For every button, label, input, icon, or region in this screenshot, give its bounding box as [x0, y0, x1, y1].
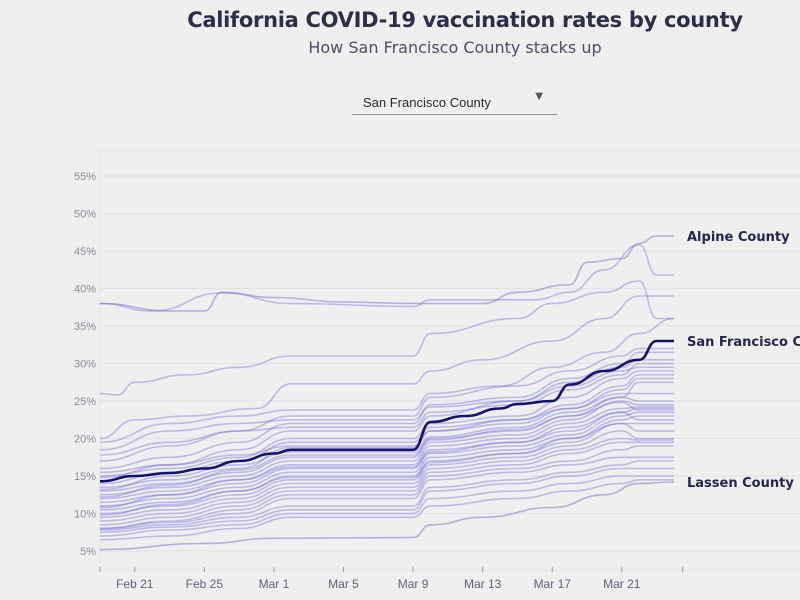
series-line-county-m [99, 406, 674, 500]
series-line-county-s [99, 437, 674, 522]
x-tick-label: Mar 13 [464, 577, 502, 591]
series-line-county-r [99, 430, 674, 519]
x-tick-label: Feb 21 [116, 577, 154, 591]
series-line-county-g [99, 366, 674, 474]
y-tick-label: 45% [74, 246, 96, 258]
x-tick-label: Feb 25 [186, 577, 224, 591]
series-line-county-q [99, 422, 674, 515]
label-san-francisco-county: San Francisco Cou [687, 335, 800, 350]
series-line-county-y [99, 475, 674, 537]
y-tick-label: 30% [74, 359, 96, 371]
x-tick-label: Mar 5 [328, 577, 359, 591]
series-line-county-i [99, 373, 674, 485]
series-line-county-z [99, 478, 674, 541]
x-tick-label: Mar 9 [398, 577, 429, 591]
series-line-county-aa [99, 392, 674, 479]
series-line-alpine-county [99, 235, 674, 312]
y-tick-label: 10% [74, 509, 96, 521]
y-tick-label: 25% [74, 396, 96, 408]
series-line-county-p [99, 415, 674, 511]
x-tick-label: Mar 21 [603, 577, 641, 591]
series-line-county-k [99, 381, 674, 492]
series-line-county-ac [99, 401, 674, 498]
label-alpine-county: Alpine County [687, 230, 790, 245]
label-lassen-county: Lassen County [687, 476, 794, 491]
x-tick-label: Mar 1 [259, 577, 290, 591]
y-tick-label: 20% [74, 434, 96, 446]
grid [99, 149, 800, 570]
series-line-county-u [99, 445, 674, 530]
y-tick-label: 5% [80, 546, 96, 558]
y-tick-label: 35% [74, 321, 96, 333]
series-line-county-af [99, 362, 674, 456]
county-select-value: San Francisco County [363, 95, 491, 110]
series-line-county-ae [99, 422, 674, 516]
series-line-county-l [99, 400, 674, 496]
series-line-san-francisco-county [99, 339, 674, 483]
series-line-county-v [99, 456, 674, 530]
series-line-county-a [99, 244, 674, 312]
series-line-lassen-county [99, 481, 675, 551]
county-select[interactable]: San Francisco County ▼ [352, 88, 557, 115]
series-labels: Alpine County San Francisco Cou Lassen Cou… [687, 230, 800, 491]
series-line-county-x [99, 467, 674, 534]
chart-title: California COVID-19 vaccination rates by… [187, 8, 743, 32]
series-line-county-c [99, 295, 674, 440]
caret-down-icon: ▼ [535, 91, 543, 102]
series-line-county-t [99, 441, 674, 526]
series-line-county-b [99, 280, 674, 396]
y-tick-label: 55% [74, 171, 96, 183]
series-line-county-e [99, 347, 674, 462]
y-tick-label: 15% [74, 471, 96, 483]
series-line-county-o [99, 411, 674, 507]
series-line-county-n [99, 407, 674, 504]
series-lines [99, 235, 675, 551]
series-line-county-j [99, 377, 674, 489]
x-axis: Feb 21 Feb 25 Mar 1 Mar 5 Mar 9 Mar 13 Mar 17 M… [99, 567, 800, 591]
series-line-county-ad [99, 411, 674, 509]
series-line-county-w [99, 460, 674, 531]
y-tick-label: 50% [74, 209, 96, 221]
y-axis: 5% 10% 15% 20% 25% 30% 35% 40% 45% 50% 55% [74, 171, 96, 558]
y-tick-label: 40% [74, 284, 96, 296]
series-line-county-ag [99, 358, 674, 451]
x-tick-label: Mar 17 [534, 577, 572, 591]
series-line-county-d [99, 317, 675, 444]
chart-subtitle: How San Francisco County stacks up [308, 38, 602, 57]
